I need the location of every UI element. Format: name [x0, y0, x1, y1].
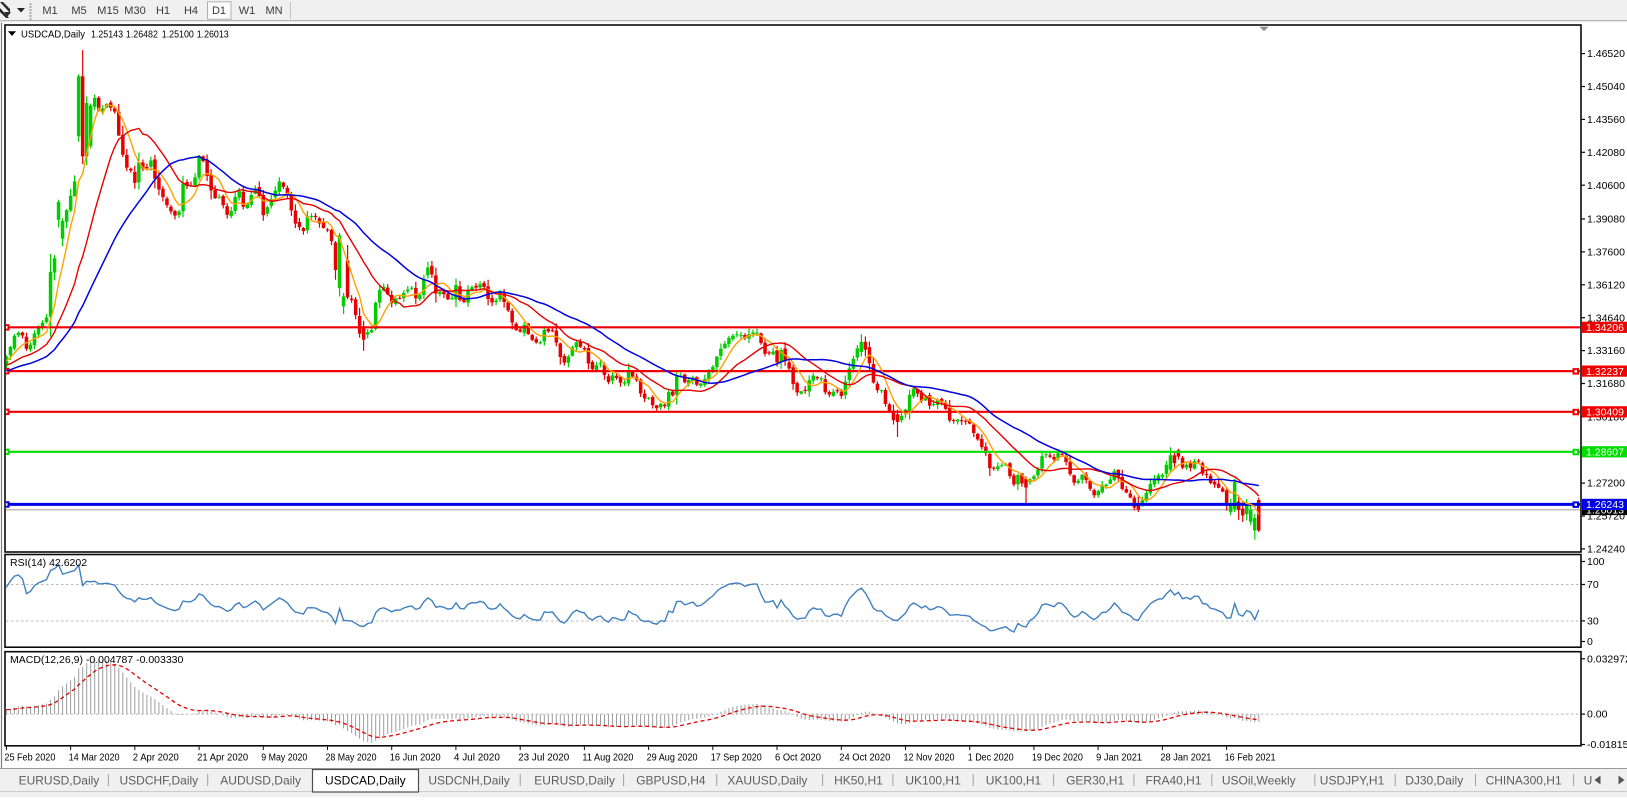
svg-text:1.31680: 1.31680	[1587, 378, 1625, 390]
svg-text:0.00: 0.00	[1587, 709, 1608, 721]
svg-text:0.032972: 0.032972	[1587, 653, 1627, 665]
svg-text:1.24240: 1.24240	[1587, 544, 1625, 556]
svg-text:14 Mar 2020: 14 Mar 2020	[69, 753, 120, 764]
svg-text:17 Sep 2020: 17 Sep 2020	[711, 753, 762, 764]
svg-text:1.32237: 1.32237	[1586, 366, 1624, 378]
svg-text:6 Oct 2020: 6 Oct 2020	[775, 753, 821, 764]
svg-text:HK50,H1: HK50,H1	[834, 774, 883, 788]
svg-text:28 May 2020: 28 May 2020	[326, 753, 377, 764]
svg-text:1.26482: 1.26482	[126, 29, 158, 40]
svg-text:16 Jun 2020: 16 Jun 2020	[390, 753, 441, 764]
svg-text:1.34206: 1.34206	[1586, 322, 1624, 334]
svg-text:1.45040: 1.45040	[1587, 81, 1625, 93]
svg-text:-0.018154: -0.018154	[1587, 739, 1627, 751]
svg-text:19 Dec 2020: 19 Dec 2020	[1032, 753, 1083, 764]
svg-text:1.30409: 1.30409	[1586, 407, 1624, 419]
svg-text:100: 100	[1587, 556, 1605, 568]
svg-text:30: 30	[1587, 616, 1599, 628]
svg-text:USDCAD,Daily: USDCAD,Daily	[325, 774, 406, 788]
svg-text:1.40600: 1.40600	[1587, 180, 1625, 192]
svg-text:9 Jan 2021: 9 Jan 2021	[1096, 753, 1142, 764]
svg-text:EURUSD,Daily: EURUSD,Daily	[19, 774, 100, 788]
svg-text:M15: M15	[97, 5, 118, 17]
svg-text:4 Jul 2020: 4 Jul 2020	[454, 753, 500, 764]
svg-text:W1: W1	[239, 5, 256, 17]
svg-text:U: U	[1584, 774, 1593, 788]
svg-text:25 Feb 2020: 25 Feb 2020	[4, 753, 55, 764]
svg-text:2 Apr 2020: 2 Apr 2020	[133, 753, 179, 764]
svg-text:CHINA300,H1: CHINA300,H1	[1486, 774, 1562, 788]
svg-text:1.37600: 1.37600	[1587, 247, 1625, 259]
svg-text:M1: M1	[42, 5, 57, 17]
svg-text:29 Aug 2020: 29 Aug 2020	[647, 753, 698, 764]
svg-text:1.36120: 1.36120	[1587, 279, 1625, 291]
svg-text:GER30,H1: GER30,H1	[1066, 774, 1124, 788]
svg-text:DJ30,Daily: DJ30,Daily	[1405, 774, 1463, 788]
svg-text:1.28607: 1.28607	[1586, 447, 1624, 459]
svg-text:XAUUSD,Daily: XAUUSD,Daily	[727, 774, 807, 788]
svg-text:H1: H1	[156, 5, 170, 17]
svg-text:1.26243: 1.26243	[1586, 499, 1624, 511]
svg-text:AUDUSD,Daily: AUDUSD,Daily	[220, 774, 301, 788]
svg-text:USDCAD,Daily: USDCAD,Daily	[21, 29, 86, 40]
svg-text:USOil,Weekly: USOil,Weekly	[1222, 774, 1296, 788]
svg-text:UK100,H1: UK100,H1	[986, 774, 1042, 788]
svg-text:16 Feb 2021: 16 Feb 2021	[1225, 753, 1276, 764]
svg-text:28 Jan 2021: 28 Jan 2021	[1160, 753, 1211, 764]
svg-text:1.25100: 1.25100	[162, 29, 194, 40]
svg-text:M30: M30	[124, 5, 145, 17]
svg-text:USDCHF,Daily: USDCHF,Daily	[120, 774, 199, 788]
svg-text:FRA40,H1: FRA40,H1	[1146, 774, 1202, 788]
svg-text:D1: D1	[212, 5, 226, 17]
svg-text:1.46520: 1.46520	[1587, 48, 1625, 60]
svg-text:1.25143: 1.25143	[91, 29, 123, 40]
svg-text:1.43560: 1.43560	[1587, 114, 1625, 126]
svg-text:UK100,H1: UK100,H1	[905, 774, 961, 788]
svg-text:1.34640: 1.34640	[1587, 312, 1625, 324]
svg-text:GBPUSD,H4: GBPUSD,H4	[636, 774, 706, 788]
svg-text:1.33160: 1.33160	[1587, 345, 1625, 357]
svg-text:EURUSD,Daily: EURUSD,Daily	[534, 774, 615, 788]
svg-text:MN: MN	[265, 5, 282, 17]
svg-text:21 Apr 2020: 21 Apr 2020	[197, 753, 248, 764]
svg-text:1 Dec 2020: 1 Dec 2020	[968, 753, 1014, 764]
svg-text:11 Aug 2020: 11 Aug 2020	[582, 753, 633, 764]
svg-text:23 Jul 2020: 23 Jul 2020	[518, 753, 569, 764]
svg-text:0: 0	[1587, 636, 1593, 648]
svg-text:70: 70	[1587, 579, 1599, 591]
svg-text:1.26013: 1.26013	[197, 29, 229, 40]
svg-text:12 Nov 2020: 12 Nov 2020	[904, 753, 955, 764]
svg-text:MACD(12,26,9) -0.004787 -0.003: MACD(12,26,9) -0.004787 -0.003330	[10, 654, 184, 666]
svg-text:RSI(14) 42.6202: RSI(14) 42.6202	[10, 557, 87, 569]
svg-text:USDCNH,Daily: USDCNH,Daily	[428, 774, 509, 788]
svg-text:USDJPY,H1: USDJPY,H1	[1320, 774, 1385, 788]
svg-text:1.42080: 1.42080	[1587, 147, 1625, 159]
svg-text:9 May 2020: 9 May 2020	[261, 753, 307, 764]
svg-text:24 Oct 2020: 24 Oct 2020	[839, 753, 890, 764]
svg-text:H4: H4	[184, 5, 198, 17]
svg-text:1.39080: 1.39080	[1587, 214, 1625, 226]
svg-text:1.27200: 1.27200	[1587, 478, 1625, 490]
svg-text:M5: M5	[71, 5, 86, 17]
